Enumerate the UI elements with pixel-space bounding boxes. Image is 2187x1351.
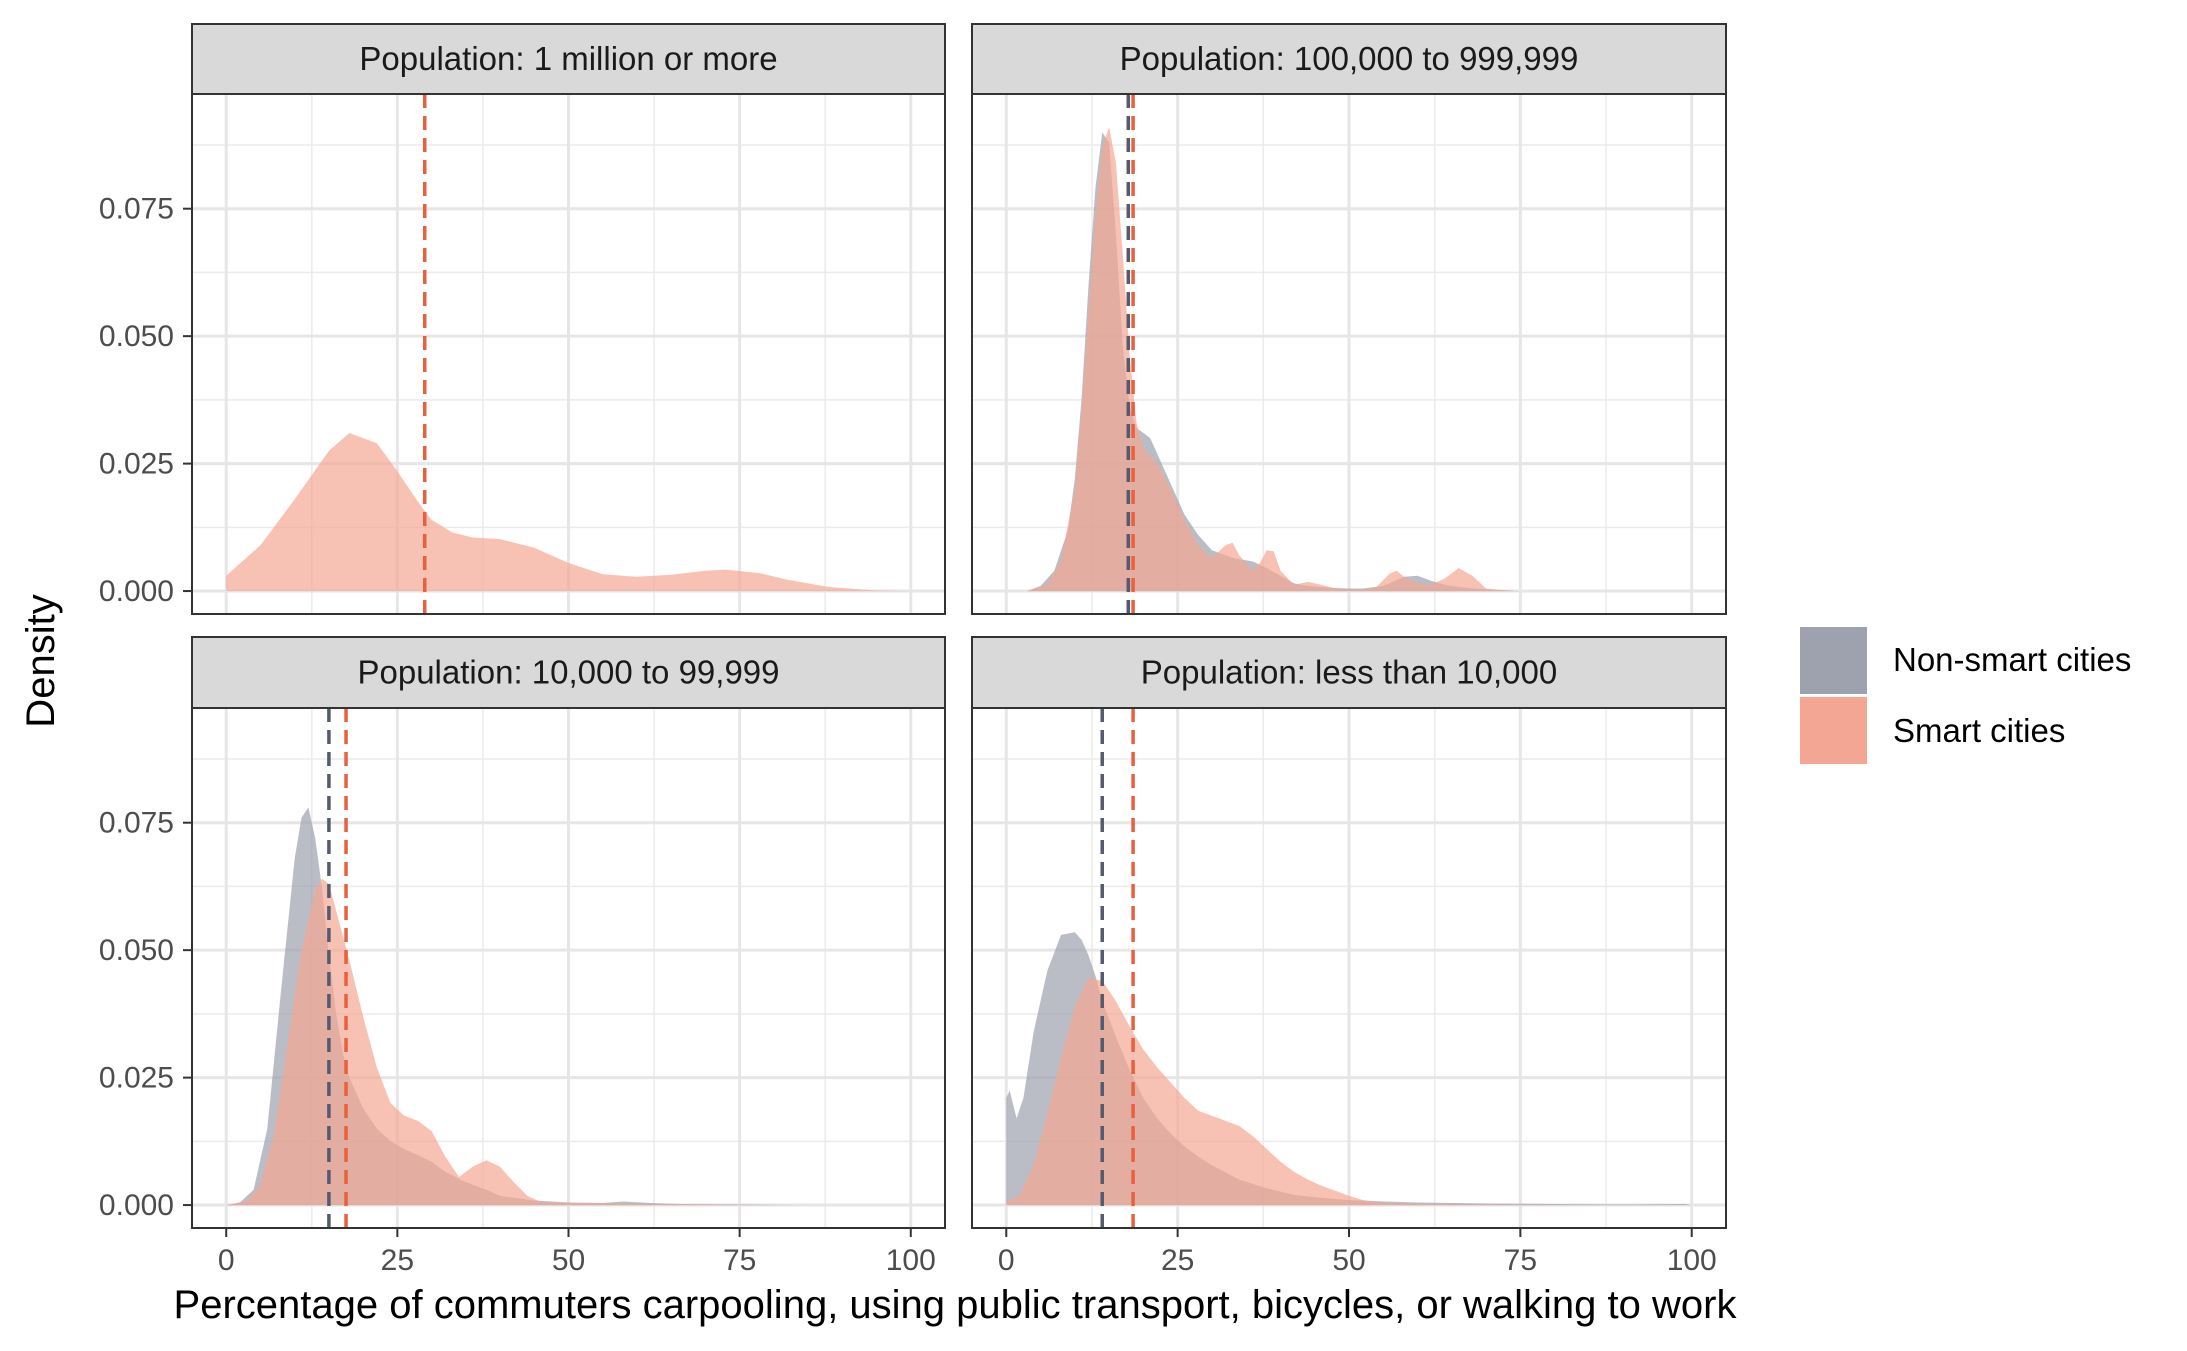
y-tick-label: 0.025 — [99, 448, 174, 481]
y-tick-label: 0.050 — [99, 320, 174, 353]
strip-background — [971, 23, 1727, 95]
x-tick-label: 25 — [1161, 1244, 1194, 1277]
y-tick-label: 0.000 — [99, 575, 174, 608]
legend-key-non-smart — [1800, 627, 1867, 694]
x-tick-label: 50 — [552, 1244, 585, 1277]
x-axis-title: Percentage of commuters carpooling, usin… — [174, 1283, 1738, 1327]
strip-label: Population: less than 10,000 — [1141, 654, 1557, 691]
x-tick-label: 50 — [1332, 1244, 1365, 1277]
facet-panels: Population: 1 million or more Population:… — [191, 23, 1727, 1229]
facet-panel-2: Population: 100,000 to 999,999 — [971, 23, 1727, 615]
legend-key-smart — [1800, 697, 1867, 764]
strip-label: Population: 100,000 to 999,999 — [1120, 40, 1579, 77]
x-tick-label: 100 — [886, 1244, 936, 1277]
x-tick-label: 25 — [381, 1244, 414, 1277]
strip-background — [191, 636, 946, 709]
legend-label-non-smart: Non-smart cities — [1893, 641, 2131, 678]
x-axis: 0 25 50 75 100 0 25 50 75 100 — [218, 1228, 1717, 1277]
x-tick-label: 75 — [1504, 1244, 1537, 1277]
y-tick-label: 0.050 — [99, 934, 174, 967]
density-area-smart — [226, 878, 774, 1206]
density-area-smart — [1006, 978, 1692, 1206]
facet-panel-4: Population: less than 10,000 — [971, 636, 1727, 1229]
strip-background — [191, 23, 946, 95]
facet-panel-3: Population: 10,000 to 99,999 — [191, 636, 946, 1229]
legend-label-smart: Smart cities — [1893, 712, 2065, 749]
strip-label: Population: 10,000 to 99,999 — [357, 654, 779, 691]
y-tick-label: 0.025 — [99, 1062, 174, 1095]
facet-panel-1: Population: 1 million or more — [191, 23, 946, 615]
y-axis: 0.000 0.025 0.050 0.075 0.000 0.025 0.050 0.075 — [99, 193, 192, 1222]
density-area-smart — [1026, 127, 1514, 592]
y-tick-label: 0.075 — [99, 807, 174, 840]
density-area-smart — [226, 433, 911, 592]
strip-background — [971, 636, 1727, 709]
y-axis-title: Density — [19, 594, 63, 727]
y-tick-label: 0.000 — [99, 1189, 174, 1222]
x-tick-label: 100 — [1667, 1244, 1717, 1277]
x-tick-label: 75 — [723, 1244, 756, 1277]
legend: Non-smart cities Smart cities — [1800, 627, 2131, 764]
x-tick-label: 0 — [998, 1244, 1015, 1277]
strip-label: Population: 1 million or more — [359, 40, 777, 77]
y-tick-label: 0.075 — [99, 193, 174, 226]
x-tick-label: 0 — [218, 1244, 235, 1277]
